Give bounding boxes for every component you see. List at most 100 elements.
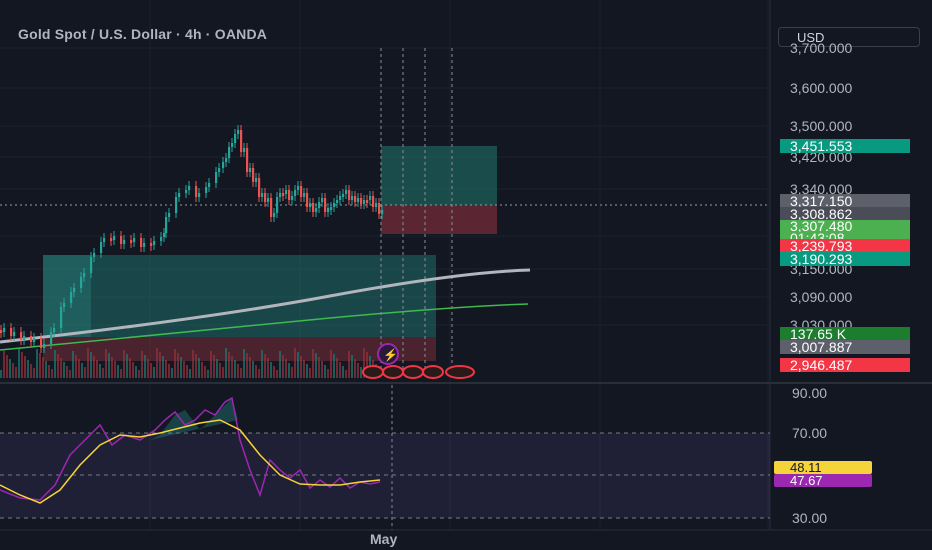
moving-average-fast[interactable] <box>0 303 529 351</box>
candle[interactable] <box>321 198 324 202</box>
candle[interactable] <box>312 203 315 212</box>
candle[interactable] <box>90 257 93 273</box>
candle[interactable] <box>345 190 348 194</box>
candle[interactable] <box>300 186 303 197</box>
candle[interactable] <box>40 338 43 348</box>
candle[interactable] <box>215 172 218 183</box>
candle[interactable] <box>168 213 171 217</box>
candle[interactable] <box>255 178 258 182</box>
candle[interactable] <box>264 193 267 202</box>
candle[interactable] <box>198 193 201 197</box>
candle[interactable] <box>369 196 372 200</box>
candle[interactable] <box>178 193 181 197</box>
bid-price-tag[interactable]: 3,317.150 <box>780 194 910 208</box>
candle[interactable] <box>150 243 153 246</box>
candle[interactable] <box>342 194 345 197</box>
candle[interactable] <box>327 208 330 212</box>
candle[interactable] <box>228 147 231 158</box>
candle[interactable] <box>375 203 378 207</box>
symbol-title[interactable]: Gold Spot / U.S. Dollar · 4h · OANDA <box>18 26 268 42</box>
candle[interactable] <box>222 162 225 168</box>
candle[interactable] <box>315 208 318 212</box>
low-price-tag[interactable]: 3,007.887 <box>780 340 910 354</box>
candle[interactable] <box>381 210 384 214</box>
candle[interactable] <box>243 148 246 152</box>
candle[interactable] <box>324 198 327 212</box>
news-event-icon[interactable] <box>377 343 399 365</box>
candle[interactable] <box>123 240 126 244</box>
candle[interactable] <box>258 178 261 197</box>
candle[interactable] <box>333 203 336 207</box>
candle[interactable] <box>208 183 211 187</box>
candle[interactable] <box>103 238 106 242</box>
candle[interactable] <box>309 203 312 207</box>
candle[interactable] <box>160 237 163 241</box>
candlestick-series[interactable] <box>0 125 384 353</box>
candle[interactable] <box>175 197 178 213</box>
candle[interactable] <box>93 253 96 257</box>
candle[interactable] <box>360 198 363 204</box>
candle[interactable] <box>339 196 342 200</box>
candle[interactable] <box>30 336 33 342</box>
candle[interactable] <box>153 241 156 245</box>
candle[interactable] <box>276 197 279 213</box>
candle[interactable] <box>249 168 252 172</box>
candle[interactable] <box>267 198 270 202</box>
candle[interactable] <box>252 168 255 182</box>
ma-level-tag[interactable]: 3,190.293 <box>780 252 910 266</box>
candle[interactable] <box>143 243 146 247</box>
candle[interactable] <box>279 193 282 197</box>
position-stop-zone[interactable] <box>381 205 497 234</box>
candle[interactable] <box>205 187 208 193</box>
last-price-tag[interactable]: 3,307.480 <box>780 220 910 233</box>
candle[interactable] <box>60 307 63 328</box>
candle[interactable] <box>372 196 375 207</box>
candle[interactable] <box>237 130 240 134</box>
candle[interactable] <box>363 200 366 204</box>
candle[interactable] <box>110 238 113 241</box>
candle[interactable] <box>291 196 294 200</box>
candle[interactable] <box>297 186 300 190</box>
candle[interactable] <box>130 240 133 243</box>
candle[interactable] <box>53 328 56 332</box>
candle[interactable] <box>10 328 13 336</box>
candle[interactable] <box>50 332 53 344</box>
candle[interactable] <box>234 134 237 143</box>
candle[interactable] <box>306 193 309 207</box>
rsi-moving-average[interactable] <box>0 419 381 504</box>
stop-price-tag[interactable]: 3,239.793 <box>780 239 910 253</box>
candle[interactable] <box>23 336 26 340</box>
candle[interactable] <box>294 190 297 196</box>
candle[interactable] <box>288 190 291 200</box>
candle[interactable] <box>33 338 36 342</box>
candle[interactable] <box>218 168 221 172</box>
candle[interactable] <box>83 273 86 277</box>
candle[interactable] <box>354 196 357 202</box>
candle[interactable] <box>225 158 228 162</box>
position-target-zone[interactable] <box>381 146 497 205</box>
candle[interactable] <box>357 198 360 202</box>
candle[interactable] <box>378 203 381 214</box>
candle[interactable] <box>100 242 103 253</box>
candle[interactable] <box>273 213 276 217</box>
candle[interactable] <box>336 200 339 203</box>
candle[interactable] <box>0 330 3 333</box>
demand-zone[interactable] <box>43 255 436 337</box>
target-price-tag[interactable]: 3,451.553 <box>780 139 910 153</box>
lowest-price-tag[interactable]: 2,946.487 <box>780 358 910 372</box>
candle[interactable] <box>351 196 354 200</box>
candle[interactable] <box>140 238 143 247</box>
candle[interactable] <box>63 303 66 307</box>
candle[interactable] <box>70 292 73 303</box>
candle[interactable] <box>80 277 83 288</box>
rsi-line[interactable] <box>0 396 381 501</box>
candle[interactable] <box>330 207 333 210</box>
candle[interactable] <box>43 344 46 348</box>
candle[interactable] <box>165 217 168 233</box>
candle[interactable] <box>318 202 321 208</box>
candle[interactable] <box>285 190 288 194</box>
candle[interactable] <box>270 198 273 217</box>
currency-selector[interactable]: USD <box>778 27 920 47</box>
candle[interactable] <box>133 238 136 242</box>
candle[interactable] <box>3 328 6 332</box>
